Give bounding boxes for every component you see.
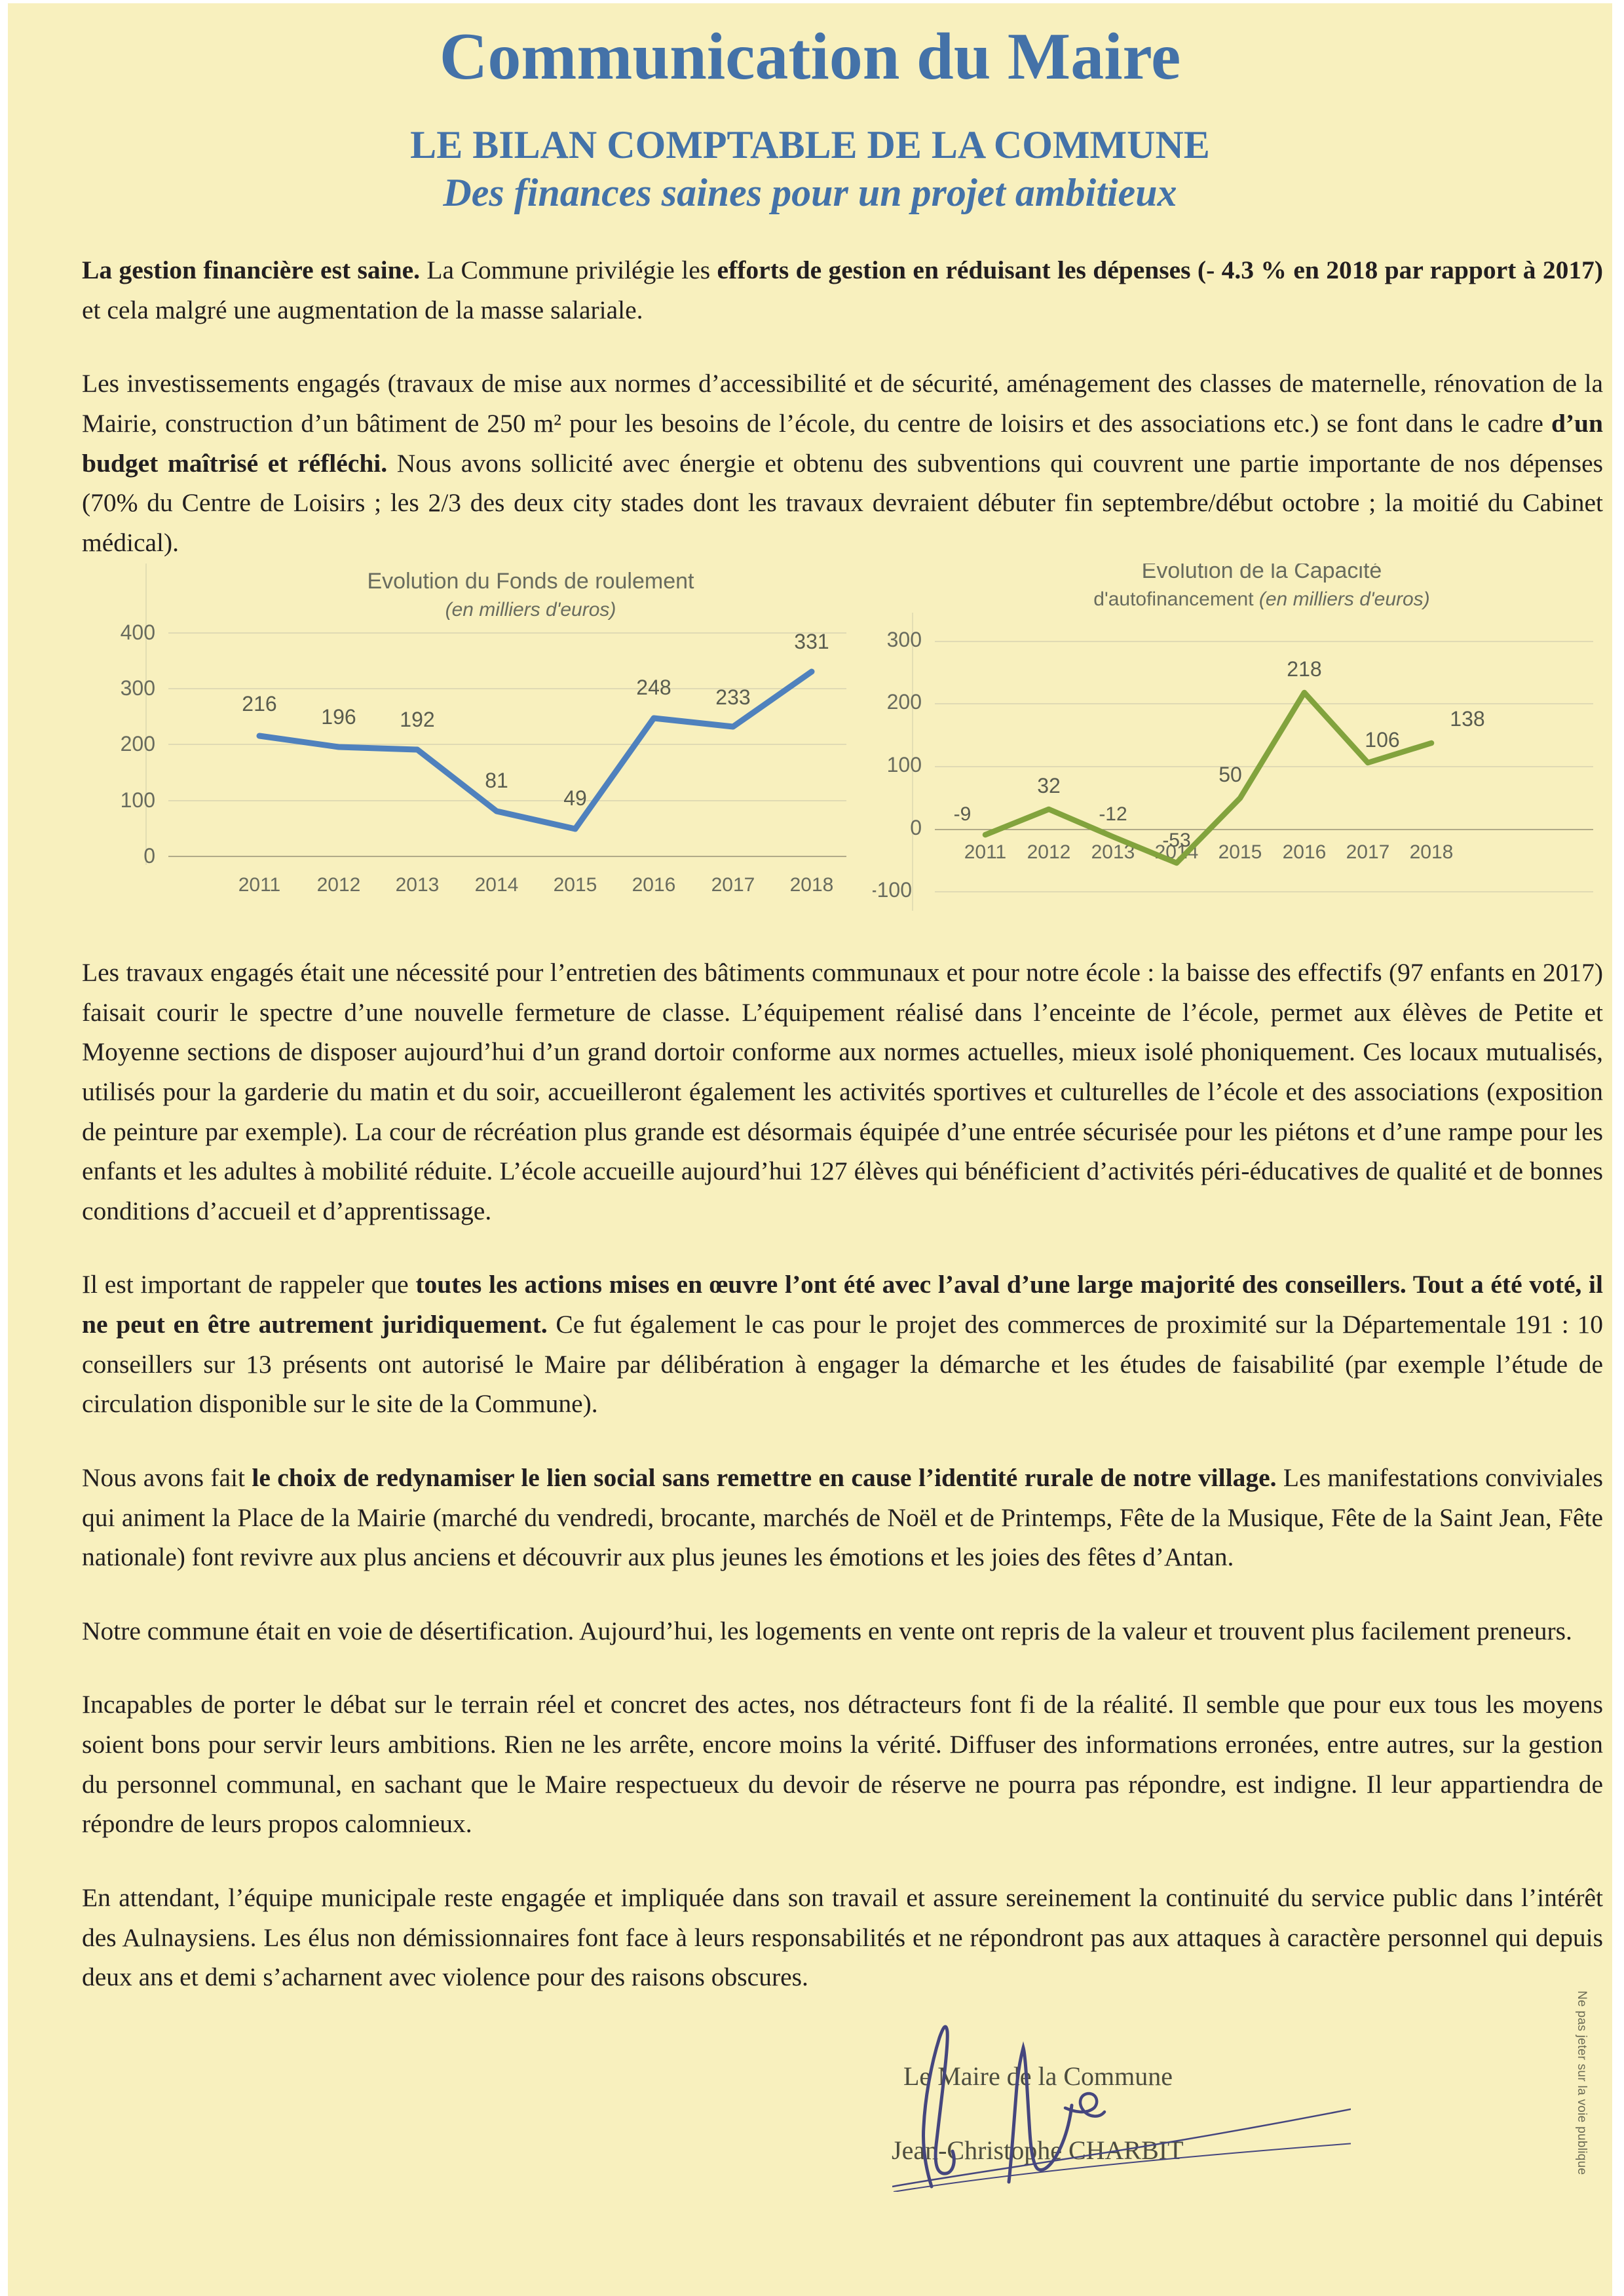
- svg-text:2018: 2018: [790, 874, 834, 896]
- svg-text:Evolution de la Capacité: Evolution de la Capacité: [1142, 564, 1382, 583]
- svg-text:2016: 2016: [632, 874, 676, 896]
- svg-text:32: 32: [1037, 774, 1061, 797]
- svg-text:81: 81: [485, 769, 508, 792]
- svg-text:50: 50: [1218, 763, 1242, 786]
- svg-text:2014: 2014: [475, 874, 519, 896]
- svg-text:-53: -53: [1162, 830, 1190, 851]
- svg-text:0: 0: [143, 844, 155, 868]
- svg-text:2015: 2015: [1218, 841, 1262, 863]
- svg-text:100: 100: [121, 788, 155, 812]
- svg-text:2013: 2013: [396, 874, 440, 896]
- svg-text:192: 192: [400, 708, 434, 731]
- svg-text:49: 49: [563, 786, 587, 810]
- svg-text:-100: -100: [873, 878, 912, 902]
- svg-text:216: 216: [242, 692, 276, 716]
- svg-text:2017: 2017: [1346, 841, 1390, 863]
- svg-text:2016: 2016: [1283, 841, 1327, 863]
- svg-text:2011: 2011: [238, 874, 281, 896]
- svg-text:248: 248: [636, 676, 671, 699]
- svg-text:-12: -12: [1099, 803, 1127, 825]
- svg-text:2018: 2018: [1410, 841, 1454, 863]
- svg-text:d'autofinancement (en milliers: d'autofinancement (en milliers d'euros): [1093, 588, 1429, 610]
- svg-text:100: 100: [887, 753, 922, 776]
- svg-text:233: 233: [715, 685, 750, 709]
- svg-text:138: 138: [1450, 707, 1484, 731]
- svg-text:2012: 2012: [317, 874, 361, 896]
- svg-text:200: 200: [887, 690, 922, 714]
- svg-text:331: 331: [794, 630, 829, 653]
- svg-text:196: 196: [321, 705, 356, 729]
- svg-text:(en milliers d'euros): (en milliers d'euros): [445, 599, 616, 621]
- svg-text:2012: 2012: [1027, 841, 1071, 863]
- svg-text:300: 300: [887, 628, 922, 651]
- svg-text:2011: 2011: [964, 841, 1007, 863]
- svg-text:200: 200: [121, 732, 155, 756]
- svg-text:Evolution du Fonds de roulemen: Evolution du Fonds de roulement: [368, 569, 695, 594]
- svg-text:106: 106: [1365, 728, 1399, 752]
- svg-text:400: 400: [121, 621, 155, 644]
- svg-text:0: 0: [910, 816, 922, 839]
- svg-text:-9: -9: [954, 803, 972, 825]
- svg-text:300: 300: [121, 676, 155, 700]
- svg-text:2015: 2015: [554, 874, 597, 896]
- svg-text:218: 218: [1287, 657, 1321, 681]
- svg-text:2017: 2017: [711, 874, 755, 896]
